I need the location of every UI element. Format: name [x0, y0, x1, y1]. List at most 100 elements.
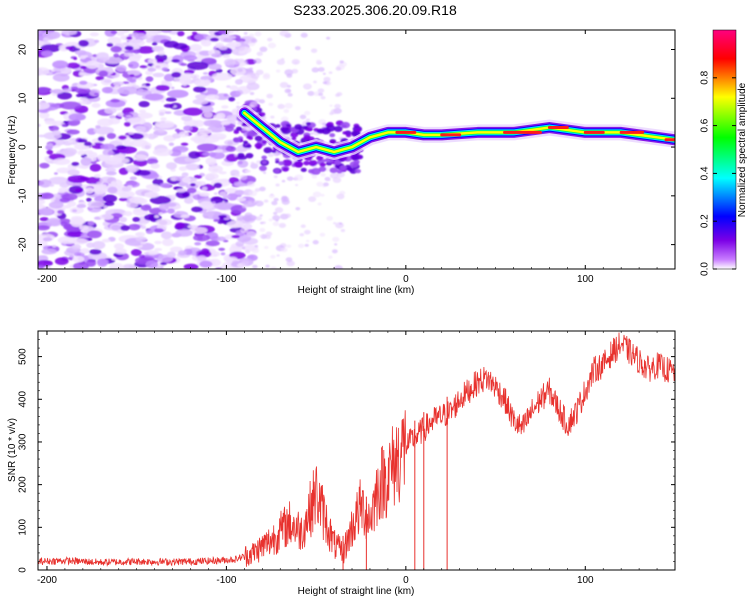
spectrogram-blob: [176, 188, 187, 193]
spectrogram-blob: [234, 153, 239, 157]
spectrogram-blob: [191, 252, 197, 256]
spectrogram-blob: [231, 234, 240, 239]
spectrogram-blob: [56, 167, 71, 174]
spectrogram-blob: [256, 51, 263, 57]
spectrogram-blob: [154, 214, 159, 219]
spectrogram-blob: [247, 201, 253, 205]
spectrogram-blob: [265, 231, 273, 237]
spectrogram-blob: [268, 218, 273, 222]
spectrogram-blob: [316, 155, 324, 161]
spectrogram-blob: [334, 243, 338, 246]
spectrogram-blob: [39, 217, 49, 222]
spectrogram-blob: [154, 120, 175, 129]
spectrogram-blob: [333, 125, 343, 132]
spectrogram-blob: [80, 248, 90, 254]
spectrogram-blob: [140, 204, 152, 211]
colorbar-tick-label: 0.4: [700, 166, 711, 180]
snr-y-tick-label: 100: [18, 519, 29, 536]
spectrogram-blob: [101, 86, 113, 94]
spectrogram-blob: [86, 230, 102, 239]
spectrogram-blob: [213, 211, 222, 216]
spectrogram-blob: [316, 181, 324, 187]
spectrogram-blob: [223, 93, 229, 97]
spectrogram-blob: [254, 244, 259, 248]
spectrogram-blob: [236, 197, 247, 202]
spectrogram-blob: [89, 163, 102, 172]
spectrogram-blob: [313, 91, 321, 97]
spectrogram-blob: [339, 222, 343, 225]
spectrogram-blob: [73, 251, 85, 257]
spectrogram-blob: [110, 224, 121, 231]
spectrogram-y-ticks: -20 -10 0 10 20: [18, 44, 675, 252]
spectrogram-blob: [316, 128, 325, 134]
spectrogram-blob: [246, 231, 257, 238]
snr-x-tick-label: -200: [37, 575, 57, 586]
spectrogram-blob: [254, 188, 261, 192]
spectrogram-blob: [145, 76, 154, 82]
spectrogram-blob: [299, 114, 307, 120]
spectrogram-blob: [79, 80, 88, 85]
spectrogram-blob: [190, 135, 206, 142]
spectrogram-y-label: Frequency (Hz): [7, 116, 18, 185]
spectrogram-blob: [46, 217, 61, 227]
snr-panel: -200 -100 0 100 0 100 200 300 400 500 Height of …: [7, 330, 676, 597]
spectrogram-blob: [147, 133, 157, 140]
spectrogram-blob: [121, 186, 132, 192]
spectrogram-blob: [254, 31, 262, 37]
spectrogram-blob: [219, 178, 230, 183]
spectrogram-blob: [182, 172, 189, 176]
spectrogram-blob: [107, 186, 118, 194]
spectrogram-blob: [118, 135, 127, 140]
spectrogram-blob: [38, 208, 53, 215]
spectrogram-blob: [265, 234, 272, 240]
snr-x-tick-label: 0: [403, 575, 409, 586]
spectrogram-blob: [110, 181, 117, 185]
spectrogram-blob: [129, 176, 137, 181]
spectrogram-blob: [250, 72, 260, 79]
spectrogram-blob: [46, 149, 54, 155]
spectrogram-blob: [242, 191, 249, 196]
spectrogram-blob: [89, 249, 102, 255]
spectrogram-blob: [196, 143, 218, 152]
spectrogram-blob: [132, 54, 143, 59]
spectrogram-blob: [284, 88, 292, 94]
spectrogram-blob: [105, 167, 117, 173]
spectrogram-blob: [322, 81, 327, 85]
spectrogram-blob: [89, 32, 100, 37]
spectrogram-blob: [308, 169, 315, 174]
spectrogram-blob: [158, 212, 164, 216]
spectrogram-blob: [128, 132, 135, 135]
spectrogram-blob: [90, 161, 97, 164]
spectrogram-blob: [160, 262, 167, 266]
spectrogram-blob: [147, 35, 152, 38]
spectrogram-blob: [203, 111, 213, 119]
spectrogram-blob: [53, 172, 58, 175]
spectrogram-blob: [100, 184, 107, 188]
spectrogram-blob: [57, 209, 65, 214]
spectrogram-blob: [227, 192, 238, 201]
spectrogram-blob: [259, 46, 268, 53]
spectrogram-blob: [231, 260, 240, 266]
colorbar: 0.0 0.2 0.4 0.6 0.8 Normalized spectral ampl…: [700, 29, 748, 276]
spectrogram-blob: [126, 117, 146, 126]
spectrogram-blob: [67, 201, 77, 207]
spectrogram-blob: [157, 50, 165, 56]
spectrogram-blob: [128, 61, 140, 69]
spectrogram-blob: [145, 250, 159, 256]
spectrogram-blob: [70, 86, 79, 90]
spectrogram-blob: [38, 101, 50, 110]
spectrogram-blob: [241, 203, 249, 209]
spectrogram-blob: [145, 229, 154, 234]
spectrogram-blob: [254, 98, 261, 103]
spectrogram-blob: [74, 49, 87, 56]
spectrogram-blob: [83, 141, 93, 147]
spectrogram-blob: [98, 70, 108, 77]
spectrogram-blob: [263, 72, 270, 78]
spectrogram-blob: [123, 52, 134, 57]
spectrogram-blob: [95, 125, 101, 129]
spectrogram-blob: [113, 243, 125, 250]
spectrogram-blob: [48, 176, 69, 185]
spectrogram-blob: [127, 69, 141, 76]
spectrogram-blob: [271, 200, 278, 206]
spectrogram-blob: [205, 172, 219, 180]
